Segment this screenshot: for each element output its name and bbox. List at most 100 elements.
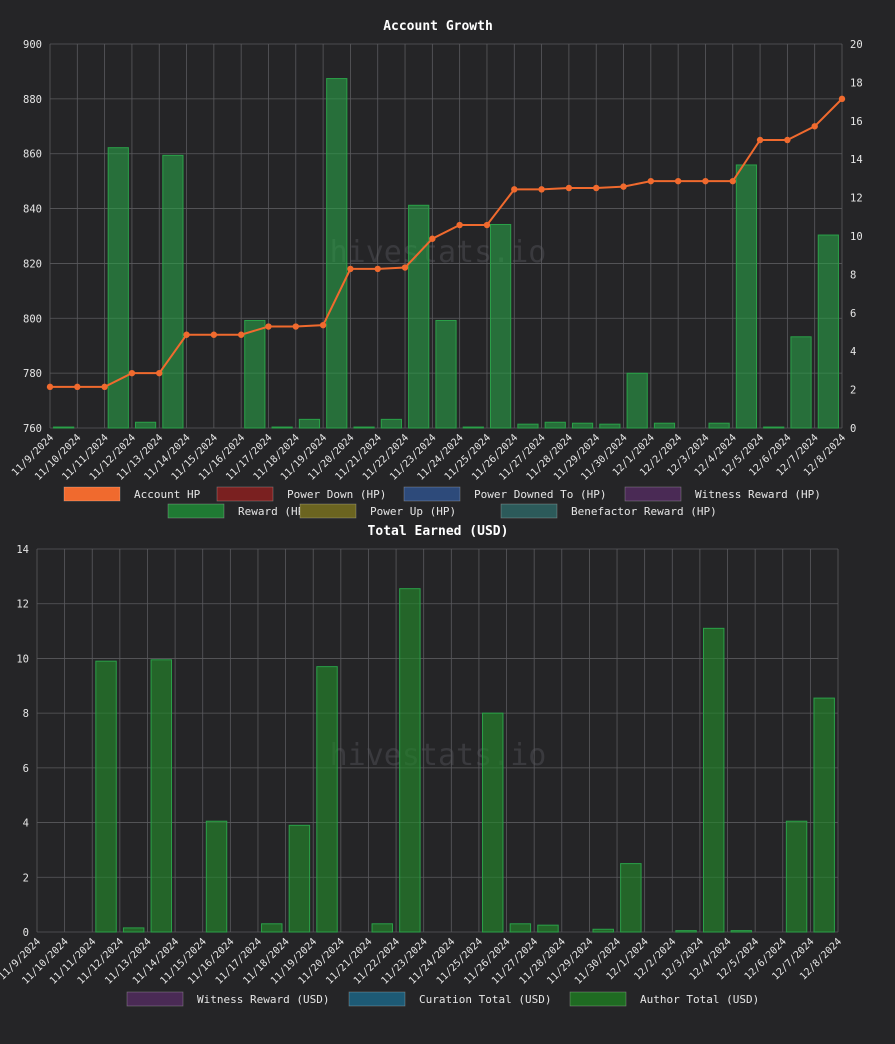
y-right-tick-label: 4 <box>850 346 856 358</box>
account-hp-point <box>210 331 218 338</box>
reward-bar <box>571 422 594 429</box>
legend-swatch <box>500 503 558 519</box>
reward-bar <box>735 164 758 429</box>
legend-swatch <box>348 991 406 1007</box>
reward-bar <box>107 147 129 429</box>
y-left-tick-label: 880 <box>23 94 42 106</box>
legend-label: Witness Reward (USD) <box>197 993 329 1006</box>
reward-bar <box>408 204 430 429</box>
legend-swatch <box>624 486 682 502</box>
account-hp-point <box>429 235 436 242</box>
y-tick-label: 4 <box>23 818 29 830</box>
account-hp-point <box>593 184 600 192</box>
chart-title: Account Growth <box>383 19 493 34</box>
account-hp-point <box>183 331 190 338</box>
account-hp-point <box>128 369 136 377</box>
y-tick-label: 12 <box>16 599 29 611</box>
y-right-tick-label: 14 <box>850 154 863 166</box>
author-total-bar <box>150 659 173 933</box>
reward-bar <box>134 421 157 429</box>
account-hp-point <box>702 177 709 185</box>
author-total-bar <box>675 930 697 933</box>
y-left-tick-label: 760 <box>23 423 42 435</box>
account-hp-point <box>101 383 108 391</box>
author-total-bar <box>537 924 559 933</box>
reward-bar <box>790 336 812 429</box>
account-hp-point <box>401 264 409 271</box>
reward-bar <box>462 426 484 429</box>
legend-label: Power Down (HP) <box>287 488 386 501</box>
y-left-tick-label: 840 <box>23 204 42 216</box>
legend-label: Witness Reward (HP) <box>695 488 821 501</box>
legend-swatch <box>126 991 184 1007</box>
account-hp-point <box>620 183 627 190</box>
watermark: hivestats.io <box>330 235 547 270</box>
author-total-bar <box>122 927 145 933</box>
account-hp-point <box>237 331 245 338</box>
reward-bar <box>244 319 266 429</box>
reward-bar <box>53 426 75 429</box>
legend-label: Benefactor Reward (HP) <box>571 505 717 518</box>
account-hp-point <box>511 186 518 193</box>
reward-bar <box>708 422 730 429</box>
account-hp-point <box>319 321 327 329</box>
author-total-bar <box>482 712 504 933</box>
y-tick-label: 0 <box>23 927 29 939</box>
author-total-bar <box>785 820 808 933</box>
y-right-tick-label: 12 <box>850 193 863 205</box>
legend-swatch <box>403 486 461 502</box>
legend-swatch <box>569 991 627 1007</box>
author-total-bar <box>509 923 532 933</box>
y-left-tick-label: 800 <box>23 313 42 325</box>
account-hp-point <box>156 369 163 377</box>
account-hp-point <box>756 136 764 144</box>
account-hp-point <box>674 177 682 185</box>
author-total-bar <box>620 863 642 933</box>
y-left-tick-label: 820 <box>23 258 42 270</box>
author-total-bar <box>371 923 393 933</box>
account-hp-line <box>50 98 843 388</box>
y-right-tick-label: 6 <box>850 308 856 320</box>
account-hp-point <box>46 383 54 391</box>
author-total-bar <box>399 588 421 933</box>
reward-bar <box>380 418 402 429</box>
author-total-bar <box>730 930 753 933</box>
reward-bar <box>626 372 648 429</box>
author-total-bar <box>288 824 311 933</box>
reward-bar <box>353 426 375 429</box>
y-tick-label: 14 <box>16 544 29 556</box>
legend-label: Author Total (USD) <box>640 993 759 1006</box>
account-hp-point <box>483 221 491 229</box>
account-hp-point <box>74 383 81 391</box>
y-tick-label: 8 <box>23 708 29 720</box>
y-right-tick-label: 16 <box>850 116 863 128</box>
legend-label: Reward (HP) <box>238 505 311 518</box>
legend-swatch <box>299 503 357 519</box>
author-total-bar <box>205 820 228 933</box>
author-total-bar <box>261 923 283 933</box>
y-left-tick-label: 780 <box>23 368 42 380</box>
reward-bar <box>599 423 621 429</box>
account-hp-point <box>565 184 573 192</box>
account-hp-point <box>265 323 272 330</box>
account-hp-point <box>811 123 818 130</box>
watermark: hivestats.io <box>330 738 547 773</box>
reward-bar <box>298 418 321 429</box>
reward-bar <box>653 422 676 429</box>
account-hp-point <box>784 136 791 144</box>
author-total-bar <box>316 666 338 933</box>
author-total-bar <box>95 660 117 933</box>
account-hp-point <box>838 95 846 103</box>
reward-bar <box>435 319 457 429</box>
reward-bar <box>271 426 293 429</box>
author-total-bar <box>702 627 725 933</box>
author-total-bar <box>813 697 835 933</box>
account-hp-point <box>347 265 354 273</box>
y-right-tick-label: 10 <box>850 231 863 243</box>
y-left-tick-label: 900 <box>23 39 42 51</box>
reward-bar <box>490 223 512 429</box>
reward-bar <box>544 421 566 429</box>
y-right-tick-label: 2 <box>850 385 856 397</box>
